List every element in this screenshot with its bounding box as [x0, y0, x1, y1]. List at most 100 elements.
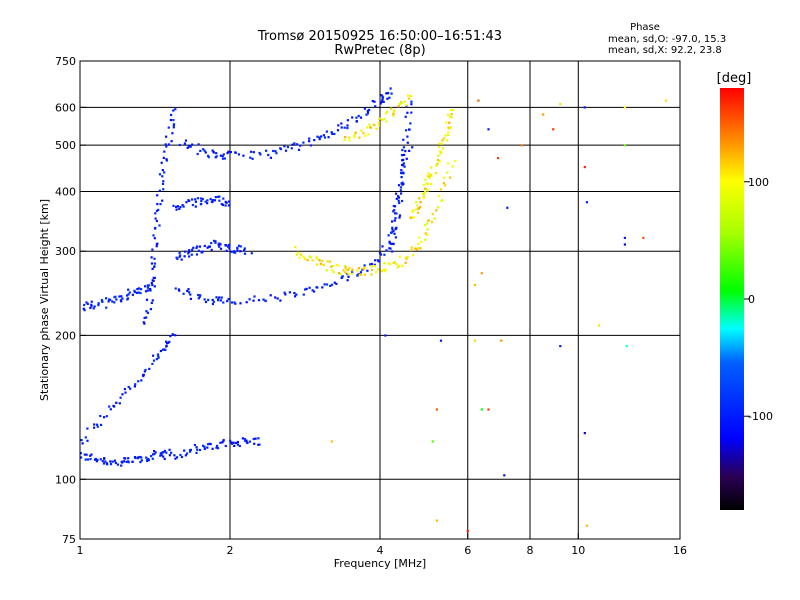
trace-point	[398, 255, 401, 258]
trace-point	[104, 460, 107, 463]
trace-point	[162, 451, 165, 454]
trace-point	[405, 257, 408, 260]
trace-point	[410, 100, 413, 103]
trace-point	[170, 451, 173, 454]
trace-point	[304, 257, 307, 260]
trace-point	[97, 304, 100, 307]
trace-point	[427, 219, 430, 222]
trace-point	[149, 287, 152, 291]
trace-point	[189, 297, 192, 300]
trace-point	[137, 291, 140, 294]
trace-point	[203, 244, 206, 248]
trace-point	[347, 275, 350, 278]
trace-point	[408, 97, 411, 100]
trace-point	[429, 183, 433, 186]
trace-point	[153, 450, 156, 453]
trace-point	[150, 256, 153, 259]
trace-point	[405, 129, 408, 132]
trace-point	[408, 149, 411, 152]
trace-point	[179, 206, 182, 209]
trace-point	[161, 199, 164, 202]
trace-point	[96, 425, 99, 428]
trace-point	[153, 227, 157, 230]
trace-point	[435, 209, 438, 212]
trace-point	[222, 153, 225, 156]
trace-point	[150, 301, 153, 304]
trace-point	[224, 444, 227, 448]
trace-point	[185, 201, 188, 204]
trace-point	[152, 234, 155, 237]
trace-point	[346, 124, 349, 127]
trace-point	[383, 268, 386, 271]
trace-point	[175, 208, 178, 211]
trace-point	[176, 205, 179, 208]
trace-point	[126, 294, 129, 297]
trace-point	[122, 460, 126, 463]
trace-point	[423, 192, 426, 195]
trace-point	[450, 113, 453, 116]
trace-point	[330, 131, 333, 134]
trace-point	[308, 137, 311, 140]
trace-point	[430, 166, 433, 169]
y-tick-label: 100	[55, 473, 76, 486]
trace-point	[370, 273, 373, 276]
trace-point	[442, 137, 446, 140]
trace-point	[305, 287, 308, 290]
colorbar-ticks: 100 0 -100	[744, 176, 773, 423]
trace-point	[410, 249, 413, 252]
trace-point	[167, 143, 170, 146]
trace-point	[216, 444, 219, 447]
trace-point	[93, 426, 96, 429]
trace-point	[257, 437, 260, 440]
trace-point	[107, 300, 110, 303]
trace-point	[400, 176, 403, 179]
trace-point	[245, 439, 248, 442]
colorbar-tick-label: 0	[748, 293, 755, 306]
trace-point	[196, 245, 199, 248]
trace-point	[227, 150, 230, 153]
trace-point	[153, 452, 156, 456]
trace-point	[445, 121, 448, 124]
trace-point	[94, 458, 97, 461]
trace-point	[358, 136, 361, 139]
trace-point	[100, 299, 103, 302]
trace-point	[227, 243, 230, 247]
trace-point	[188, 291, 191, 294]
trace-point	[400, 192, 403, 195]
trace-point	[214, 196, 217, 199]
trace-point	[402, 171, 405, 174]
trace-point	[198, 245, 202, 248]
trace-point	[411, 210, 414, 214]
trace-point	[337, 264, 340, 267]
trace-point	[212, 300, 215, 303]
trace-point	[196, 448, 199, 451]
trace-point	[160, 453, 163, 457]
trace-point	[109, 463, 113, 466]
trace-point	[151, 457, 154, 460]
trace-point	[194, 198, 197, 201]
trace-point	[435, 164, 438, 167]
trace-point	[103, 416, 106, 419]
trace-point	[152, 354, 155, 357]
trace-point	[397, 199, 400, 202]
trace-point	[425, 222, 429, 225]
trace-point	[327, 136, 330, 139]
scatter-point	[330, 440, 333, 443]
trace-point	[167, 341, 170, 344]
trace-point	[248, 440, 251, 443]
trace-point	[431, 221, 434, 224]
trace-point	[156, 194, 159, 197]
trace-point	[239, 250, 242, 253]
trace-point	[377, 268, 380, 271]
trace-point	[426, 233, 429, 236]
trace-point	[439, 188, 442, 191]
trace-point	[402, 138, 405, 141]
trace-point	[174, 334, 177, 337]
trace-point	[207, 156, 210, 159]
trace-point	[381, 100, 384, 103]
trace-point	[401, 183, 404, 186]
trace-point	[319, 262, 322, 265]
trace-point	[138, 287, 141, 290]
trace-point	[191, 248, 194, 251]
trace-point	[111, 300, 114, 303]
